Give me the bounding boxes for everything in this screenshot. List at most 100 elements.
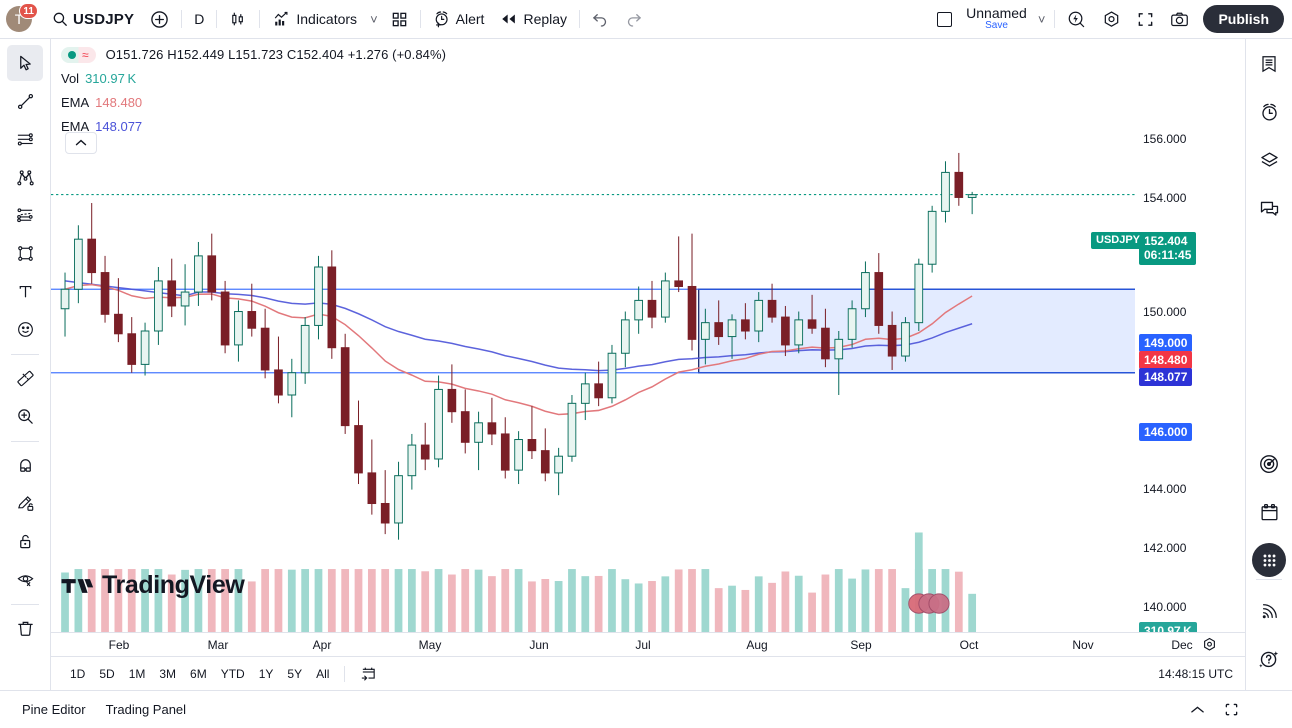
user-avatar[interactable]: T 11 <box>6 3 38 34</box>
horizontal-lines-icon <box>17 132 33 145</box>
range-ytd[interactable]: YTD <box>220 666 245 681</box>
ema-red-line <box>64 283 973 416</box>
candle-body <box>327 266 337 349</box>
data-window-panel-button[interactable] <box>1252 143 1286 177</box>
time-axis[interactable]: Feb Mar Apr May Jun Jul Aug Sep Oct Nov … <box>51 632 1245 656</box>
range-5d[interactable]: 5D <box>99 666 115 681</box>
bottom-panel-maximize-button[interactable] <box>1220 699 1242 721</box>
layout-grid-icon <box>391 11 408 28</box>
alert-label: Alert <box>455 11 485 27</box>
bottom-panel-collapse-button[interactable] <box>1186 699 1208 721</box>
undo-button[interactable] <box>584 5 617 33</box>
replay-button[interactable]: Replay <box>492 5 575 33</box>
price-axis[interactable]: 156.000 154.000 USDJPY 152.404 06:11:45 … <box>1091 39 1245 640</box>
replay-icon <box>500 11 518 27</box>
drawing-mode-tool[interactable] <box>7 485 43 521</box>
horizontal-lines-tool[interactable] <box>7 121 43 157</box>
layout-name-button[interactable]: Unnamed Save <box>960 6 1033 31</box>
snapshot-button[interactable] <box>1162 5 1197 33</box>
volume-bar <box>421 571 430 632</box>
toolbar-divider <box>11 441 39 442</box>
price-tick: 140.000 <box>1143 600 1187 614</box>
help-panel-button[interactable] <box>1252 642 1286 676</box>
chart-settings-button[interactable] <box>1094 5 1129 33</box>
remove-drawings-tool[interactable] <box>7 610 43 646</box>
layout-templates-button[interactable] <box>383 5 416 33</box>
price-tick: 156.000 <box>1143 132 1187 146</box>
chart-main: ≈ O151.726 H152.449 L151.723 C152.404 +1… <box>51 39 1245 640</box>
candle-body <box>447 388 457 413</box>
legend-collapse-button[interactable] <box>65 132 97 154</box>
zoom-tool[interactable] <box>7 398 43 434</box>
candle-body <box>714 322 724 338</box>
volume-bar <box>914 532 923 632</box>
tab-trading-panel[interactable]: Trading Panel <box>105 702 187 717</box>
alarm-clock-icon <box>1261 103 1277 121</box>
range-5y[interactable]: 5Y <box>287 666 303 681</box>
candle-body <box>180 291 190 307</box>
range-1m[interactable]: 1M <box>128 666 146 681</box>
candle-body <box>807 319 817 329</box>
save-layout-link[interactable]: Save <box>985 20 1008 32</box>
candle-body <box>380 502 390 524</box>
rectangle-tool[interactable] <box>7 235 43 271</box>
add-symbol-button[interactable] <box>142 5 177 33</box>
quick-search-button[interactable] <box>1059 5 1094 33</box>
layers-icon <box>1260 151 1278 167</box>
measure-tool[interactable] <box>7 360 43 396</box>
watchlist-panel-button[interactable] <box>1252 47 1286 81</box>
range-all[interactable]: All <box>316 666 330 681</box>
range-6m[interactable]: 6M <box>190 666 207 681</box>
hide-drawings-tool[interactable] <box>7 561 43 597</box>
ideas-panel-button[interactable] <box>1252 447 1286 481</box>
apps-panel-button[interactable] <box>1252 543 1286 577</box>
right-sidebar <box>1245 39 1292 690</box>
range-1y[interactable]: 1Y <box>258 666 274 681</box>
interval-button[interactable]: D <box>186 5 212 33</box>
pitchfork-tool[interactable] <box>7 159 43 195</box>
alerts-panel-button[interactable] <box>1252 95 1286 129</box>
volume-bar <box>634 583 643 632</box>
bottom-bar-actions <box>1186 699 1280 721</box>
tab-pine-editor[interactable]: Pine Editor <box>22 702 86 717</box>
indicators-dropdown-button[interactable]: ˅ <box>365 5 383 33</box>
broadcast-panel-button[interactable] <box>1252 594 1286 628</box>
volume-bar <box>621 579 630 632</box>
range-1d[interactable]: 1D <box>70 666 86 681</box>
volume-bar <box>181 569 189 632</box>
interval-label: D <box>194 11 205 27</box>
indicators-button[interactable]: Indicators <box>264 5 365 33</box>
magnet-tool[interactable] <box>7 447 43 483</box>
chart-style-button[interactable] <box>221 5 255 33</box>
alert-button[interactable]: Alert <box>425 5 493 33</box>
fullscreen-button[interactable] <box>1129 5 1162 33</box>
redo-button[interactable] <box>617 5 650 33</box>
trend-line-tool[interactable] <box>7 83 43 119</box>
symbol-search-button[interactable]: USDJPY <box>44 5 142 33</box>
fib-retracement-tool[interactable] <box>7 197 43 233</box>
range-3m[interactable]: 3M <box>159 666 177 681</box>
chat-panel-button[interactable] <box>1252 191 1286 225</box>
calendar-arrow-icon <box>362 667 376 681</box>
calendar-panel-button[interactable] <box>1252 495 1286 529</box>
volume-bar <box>741 589 750 632</box>
chart-plot-area[interactable]: ≈ O151.726 H152.449 L151.723 C152.404 +1… <box>51 39 1135 632</box>
candle-body <box>647 299 657 318</box>
layout-dropdown-button[interactable]: ˅ <box>1033 5 1051 33</box>
text-tool[interactable] <box>7 273 43 309</box>
goto-date-button[interactable] <box>353 662 384 685</box>
notification-badge[interactable]: 11 <box>19 3 38 19</box>
volume-bar <box>394 569 403 632</box>
candle-body <box>234 311 243 346</box>
lock-drawings-tool[interactable] <box>7 523 43 559</box>
eye-slash-icon <box>16 574 34 586</box>
layout-select-button[interactable] <box>929 5 960 33</box>
volume-bar <box>341 569 350 632</box>
emoji-tool[interactable] <box>7 311 43 347</box>
time-axis-settings-button[interactable] <box>1202 637 1217 652</box>
radar-icon <box>1260 455 1278 473</box>
publish-button[interactable]: Publish <box>1203 5 1284 33</box>
cursor-tool[interactable] <box>7 45 43 81</box>
candle-body <box>260 327 270 371</box>
